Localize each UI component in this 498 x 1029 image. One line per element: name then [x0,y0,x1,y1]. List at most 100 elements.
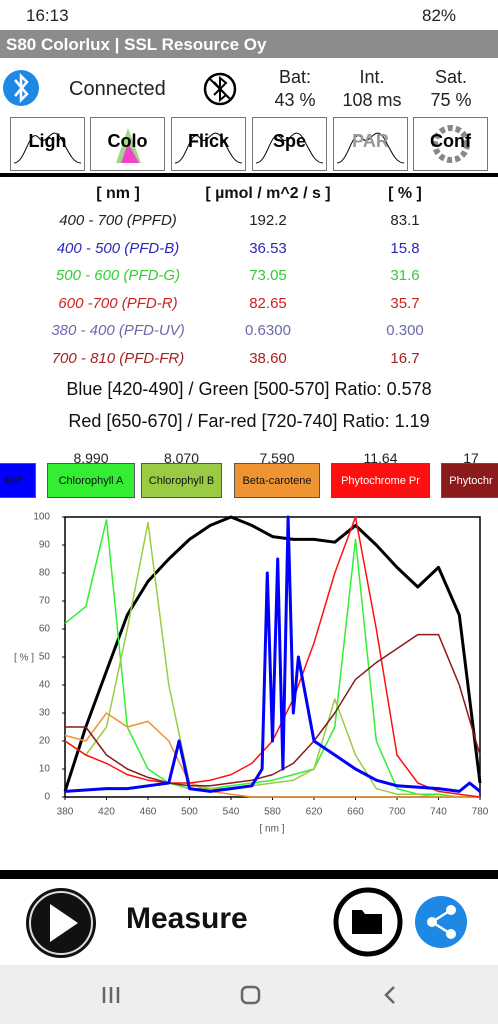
y-tick-label: 10 [39,764,51,775]
y-tick-label: 70 [39,596,51,607]
tab[interactable]: Colo [90,117,165,171]
y-tick-label: 20 [39,736,51,747]
x-tick-label: 540 [223,807,240,818]
tab-icon [174,132,243,164]
x-tick-label: 580 [264,807,281,818]
table-cell: 700 - 810 (PFD-FR) [51,349,185,367]
table-cell: 16.7 [390,349,420,367]
x-tick-label: 780 [472,807,489,818]
ratio: Red [650-670] / Far-red [720-740] Ratio:… [68,411,430,431]
y-tick-label: 80 [39,568,51,579]
pigment-button[interactable]: Phytochr [441,463,498,498]
stat-label: Sat. [434,67,468,87]
pigment-button[interactable]: Chlorophyll A [47,463,135,498]
x-tick-label: 740 [430,807,447,818]
spectrum-line [64,519,480,798]
table-cell: 36.53 [249,239,287,257]
y-tick-label: 90 [39,540,51,551]
tab-label: PAR [352,131,389,151]
pigment-button[interactable]: Beta-carotene [234,463,320,498]
stat-value: 75 % [430,90,472,110]
plot-frame [64,516,481,798]
y-tick-label: 0 [44,792,50,803]
bluetooth-off-icon[interactable] [203,72,237,106]
pigment-button[interactable]: Chlorophyll B [141,463,222,498]
table-cell: 400 - 700 (PPFD) [59,212,177,229]
tab-label: Colo [107,131,148,151]
table-cell: 380 - 400 (PFD-UV) [51,322,185,339]
stat-label: Int. [359,67,385,87]
x-tick-label: 500 [181,807,198,818]
tab-label: Conf [430,131,471,151]
tab[interactable]: PAR [333,117,408,171]
table-header: [ nm ] [96,185,140,202]
table-cell: 31.6 [390,267,420,284]
table-header: [ % ] [388,185,422,202]
spectrum-chart: 0 10 20 30 40 50 60 70 80 90 100 380 420 460 500 540 580… [14,512,489,835]
table-cell: 0.6300 [245,322,291,339]
y-tick-label: 100 [33,512,50,523]
spectrum-line [64,516,481,798]
table-cell: 400 - 500 (PFD-B) [56,239,180,257]
table-cell: 82.65 [249,294,287,312]
table-cell: 15.8 [390,239,420,257]
tab-icon [336,132,405,164]
app-bar: S80 Colorlux | SSL Resource Oy [0,30,498,58]
pigment-value: 8.990 [73,450,109,466]
x-tick-label: 660 [347,807,364,818]
tab-icon [255,132,324,164]
app-title: S80 Colorlux | SSL Resource Oy [6,35,267,54]
table-cell: 600 -700 (PFD-R) [58,294,178,312]
x-tick-label: 420 [98,807,115,818]
divider [0,173,498,177]
stat-value: 108 ms [342,90,402,110]
tab[interactable]: Ligh [10,117,85,171]
tab-icon [432,125,470,163]
pigment-value: 17 [463,450,479,466]
table-cell: 73.05 [249,267,287,284]
pigment-button[interactable]: Ref [0,463,36,498]
x-axis-label: [ nm ] [259,824,284,835]
x-tick-label: 620 [306,807,323,818]
pigment-button[interactable]: Phytochrome Pr [331,463,430,498]
tab[interactable]: Flick [171,117,246,171]
table-cell: 38.60 [249,349,287,367]
tab-icon [116,128,141,163]
spectrum-line [64,515,481,793]
x-tick-label: 700 [389,807,406,818]
y-tick-label: 60 [39,624,51,635]
tab[interactable]: Conf [413,117,488,171]
footer-icons [26,887,467,958]
stat-value: 43 % [274,90,316,110]
measure-label[interactable]: Measure [126,902,248,935]
table-cell: 35.7 [390,294,420,312]
pigment-value: 8.070 [163,450,200,466]
stat-label: Bat: [278,67,312,87]
x-tick-label: 460 [140,807,157,818]
table-cell: 83.1 [390,212,420,229]
share-button[interactable] [415,896,467,948]
spectrum-line [63,515,482,792]
tab-label: Ligh [28,131,67,151]
tab[interactable]: Spe [252,117,327,171]
table-header: [ µmol / m^2 / s ] [205,185,331,202]
clock: 16:13 [26,6,69,25]
x-tick-label: 380 [57,807,74,818]
y-axis-label: [ % ] [14,653,34,664]
table-cell: 192.2 [249,212,287,229]
pigment-value: 11.64 [363,450,398,466]
spectrum-line [64,712,480,798]
y-tick-label: 30 [39,708,51,719]
toolbar-icons [3,70,237,106]
nav-bar [0,965,498,1024]
status-bar: 16:13 82% [0,0,498,30]
tab-icon [13,132,82,164]
connection-status: Connected [69,78,166,100]
home-button[interactable] [240,985,261,1005]
divider [0,870,498,879]
y-tick-label: 40 [39,680,51,691]
spectrum-line [64,521,480,798]
y-tick-label: 50 [39,652,51,663]
battery: 82% [422,6,457,25]
